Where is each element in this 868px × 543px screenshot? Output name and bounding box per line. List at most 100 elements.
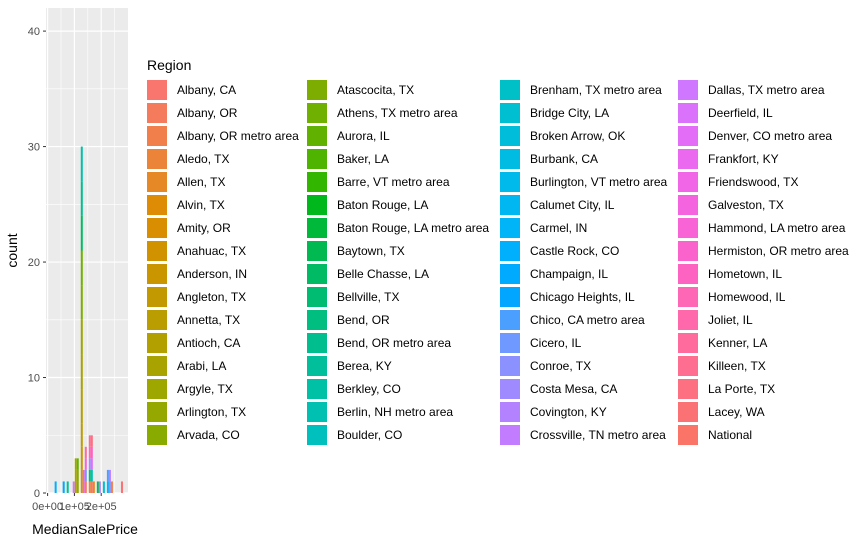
legend-item: Killeen, TX bbox=[678, 354, 854, 377]
legend-swatch bbox=[678, 240, 698, 261]
legend-item: Denver, CO metro area bbox=[678, 124, 854, 147]
legend-label: Crossville, TN metro area bbox=[530, 427, 666, 442]
legend-swatch bbox=[500, 309, 520, 330]
histogram-bar-segment bbox=[98, 481, 101, 493]
y-tick-label: 0 bbox=[34, 488, 40, 500]
legend-swatch bbox=[500, 424, 520, 445]
legend-swatch bbox=[678, 424, 698, 445]
histogram-bar-segment bbox=[88, 458, 91, 470]
legend-item: Boulder, CO bbox=[307, 423, 500, 446]
histogram-bar-segment bbox=[90, 469, 93, 482]
legend-label: Covington, KY bbox=[530, 404, 607, 419]
legend-item: Homewood, IL bbox=[678, 285, 854, 308]
grid-lines bbox=[46, 8, 128, 494]
legend-item: Aurora, IL bbox=[307, 124, 500, 147]
histogram-bar-segment bbox=[72, 481, 75, 493]
legend-label: Bend, OR metro area bbox=[337, 335, 452, 350]
legend-label: Baker, LA bbox=[337, 151, 390, 166]
legend-label: Frankfort, KY bbox=[708, 151, 779, 166]
legend-label: Chico, CA metro area bbox=[530, 312, 645, 327]
legend-item: Anderson, IN bbox=[147, 262, 307, 285]
legend-swatch bbox=[678, 355, 698, 376]
legend-label: Boulder, CO bbox=[337, 427, 403, 442]
legend-item: Hammond, LA metro area bbox=[678, 216, 854, 239]
legend-label: Anderson, IN bbox=[177, 266, 248, 281]
legend-swatch bbox=[500, 401, 520, 422]
legend-item: Belle Chasse, LA bbox=[307, 262, 500, 285]
histogram-bar-segment bbox=[80, 181, 83, 216]
legend-item: Dallas, TX metro area bbox=[678, 78, 854, 101]
legend-label: Castle Rock, CO bbox=[530, 243, 620, 258]
legend-item: Kenner, LA bbox=[678, 331, 854, 354]
legend-item: Hometown, IL bbox=[678, 262, 854, 285]
legend-swatch bbox=[500, 263, 520, 284]
legend-label: Athens, TX metro area bbox=[337, 105, 458, 120]
legend-swatch bbox=[678, 79, 698, 100]
histogram-bar-segment bbox=[80, 250, 83, 286]
legend-label: Antioch, CA bbox=[177, 335, 241, 350]
legend-item: La Porte, TX bbox=[678, 377, 854, 400]
legend-label: Baton Rouge, LA bbox=[337, 197, 429, 212]
legend-label: National bbox=[708, 427, 753, 442]
histogram-bar-segment bbox=[80, 469, 83, 493]
legend-item: Castle Rock, CO bbox=[500, 239, 678, 262]
legend-label: Dallas, TX metro area bbox=[708, 82, 825, 97]
legend-item: Costa Mesa, CA bbox=[500, 377, 678, 400]
legend-item: Aledo, TX bbox=[147, 147, 307, 170]
legend-swatch bbox=[307, 148, 327, 169]
histogram-bar-segment bbox=[84, 469, 87, 482]
legend-label: Alvin, TX bbox=[177, 197, 225, 212]
legend-label: Aurora, IL bbox=[337, 128, 390, 143]
histogram-bar-segment bbox=[106, 481, 109, 493]
legend-item: Barre, VT metro area bbox=[307, 170, 500, 193]
legend-column: Albany, CA Albany, OR Albany, OR metro are… bbox=[147, 78, 307, 446]
legend-swatch bbox=[500, 102, 520, 123]
legend-item: Frankfort, KY bbox=[678, 147, 854, 170]
histogram-bar-segment bbox=[96, 481, 99, 493]
legend-swatch bbox=[307, 401, 327, 422]
legend-label: Denver, CO metro area bbox=[708, 128, 833, 143]
legend-label: Barre, VT metro area bbox=[337, 174, 450, 189]
histogram-bar-segment bbox=[90, 481, 93, 493]
legend-item: Baton Rouge, LA bbox=[307, 193, 500, 216]
histogram-bar-segment bbox=[106, 469, 109, 482]
legend-label: Lacey, WA bbox=[708, 404, 765, 419]
legend-item: Joliet, IL bbox=[678, 308, 854, 331]
legend-swatch bbox=[307, 217, 327, 238]
legend-item: National bbox=[678, 423, 854, 446]
legend-columns: Albany, CA Albany, OR Albany, OR metro are… bbox=[147, 78, 854, 446]
legend-swatch bbox=[307, 378, 327, 399]
histogram-bar-segment bbox=[80, 215, 83, 251]
legend-swatch bbox=[147, 79, 167, 100]
legend-label: Berkley, CO bbox=[337, 381, 401, 396]
legend-swatch bbox=[147, 424, 167, 445]
legend-item: Atascocita, TX bbox=[307, 78, 500, 101]
legend-swatch bbox=[147, 378, 167, 399]
histogram-bar-segment bbox=[54, 481, 57, 493]
legend-label: Carmel, IN bbox=[530, 220, 588, 235]
histogram-bar-segment bbox=[76, 458, 79, 470]
legend-swatch bbox=[678, 148, 698, 169]
legend-item: Berlin, NH metro area bbox=[307, 400, 500, 423]
legend-item: Baker, LA bbox=[307, 147, 500, 170]
legend-label: Joliet, IL bbox=[708, 312, 753, 327]
legend-item: Calumet City, IL bbox=[500, 193, 678, 216]
legend-item: Anahuac, TX bbox=[147, 239, 307, 262]
y-tick-label: 40 bbox=[28, 26, 40, 38]
legend-item: Bridge City, LA bbox=[500, 101, 678, 124]
x-tick-label: 2e+05 bbox=[86, 501, 117, 513]
histogram-bar-segment bbox=[80, 285, 83, 320]
legend-label: Atascocita, TX bbox=[337, 82, 415, 97]
legend-swatch bbox=[307, 125, 327, 146]
legend-swatch bbox=[147, 332, 167, 353]
histogram-bar-segment bbox=[88, 435, 91, 447]
legend-label: Hometown, IL bbox=[708, 266, 783, 281]
y-tick-label: 20 bbox=[28, 257, 40, 269]
legend-swatch bbox=[500, 332, 520, 353]
legend-label: Cicero, IL bbox=[530, 335, 582, 350]
legend-swatch bbox=[500, 217, 520, 238]
legend-swatch bbox=[147, 194, 167, 215]
histogram-bar-segment bbox=[80, 319, 83, 355]
legend-label: Deerfield, IL bbox=[708, 105, 773, 120]
